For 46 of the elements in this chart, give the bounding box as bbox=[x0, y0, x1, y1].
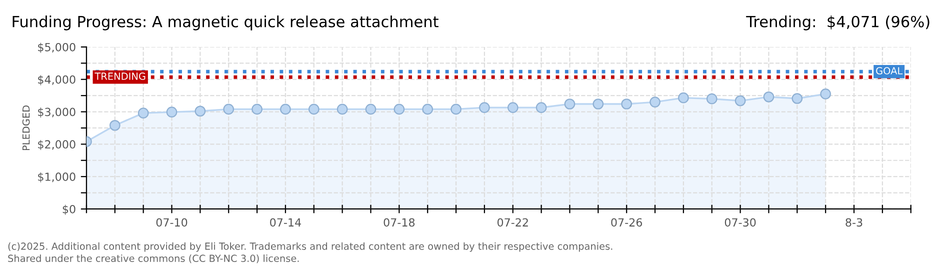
point bbox=[394, 104, 405, 115]
point bbox=[336, 104, 348, 115]
chart-subtitle: Trending: $4,071 (96%) bbox=[746, 16, 930, 30]
point bbox=[422, 104, 434, 115]
y-tick-label: $4,000 bbox=[38, 75, 76, 86]
point bbox=[166, 106, 178, 118]
point bbox=[678, 92, 689, 104]
point bbox=[507, 102, 518, 113]
point bbox=[223, 104, 234, 115]
point bbox=[308, 104, 320, 115]
x-tick-label: 8-3 bbox=[846, 218, 862, 227]
point bbox=[650, 96, 660, 108]
x-tick-label: 07-18 bbox=[384, 218, 415, 227]
y-tick-label: $2,000 bbox=[38, 140, 76, 150]
point bbox=[592, 98, 604, 110]
y-tick-label: $3,000 bbox=[38, 108, 76, 118]
point bbox=[194, 106, 206, 117]
x-tick-label: 07-22 bbox=[497, 218, 528, 227]
point bbox=[450, 104, 462, 115]
point bbox=[138, 108, 149, 118]
point bbox=[479, 102, 490, 113]
y-tick-label: $0 bbox=[62, 204, 76, 215]
point bbox=[792, 93, 803, 104]
x-tick-label: 07-14 bbox=[270, 218, 301, 227]
x-tick-label: 07-30 bbox=[724, 218, 756, 227]
point bbox=[280, 104, 291, 115]
text: (c)2025. Additional content provided by Eli Toker. Trademarks and related content are owned by their respective companies. bbox=[8, 242, 612, 252]
point bbox=[536, 102, 547, 113]
point bbox=[706, 93, 718, 104]
point bbox=[252, 104, 262, 115]
point bbox=[734, 95, 746, 106]
chart-title: Funding Progress: A magnetic quick release attachment bbox=[12, 16, 438, 30]
point bbox=[109, 120, 120, 131]
text: Shared under the creative commons (CC BY-NC 3.0) license. bbox=[8, 254, 299, 264]
y-tick-label: $5,000 bbox=[38, 42, 76, 53]
ref-line-label: TRENDING bbox=[94, 72, 146, 80]
point bbox=[763, 91, 774, 102]
y-tick-label: $1,000 bbox=[38, 172, 76, 182]
point bbox=[621, 98, 632, 110]
x-tick-label: 07-26 bbox=[611, 218, 642, 227]
ref-line-label: GOAL bbox=[876, 67, 903, 74]
point bbox=[365, 104, 376, 115]
point bbox=[564, 98, 576, 110]
point bbox=[820, 88, 831, 100]
y-axis-title: PLEDGED bbox=[22, 106, 30, 150]
x-tick-label: 07-10 bbox=[156, 218, 188, 227]
